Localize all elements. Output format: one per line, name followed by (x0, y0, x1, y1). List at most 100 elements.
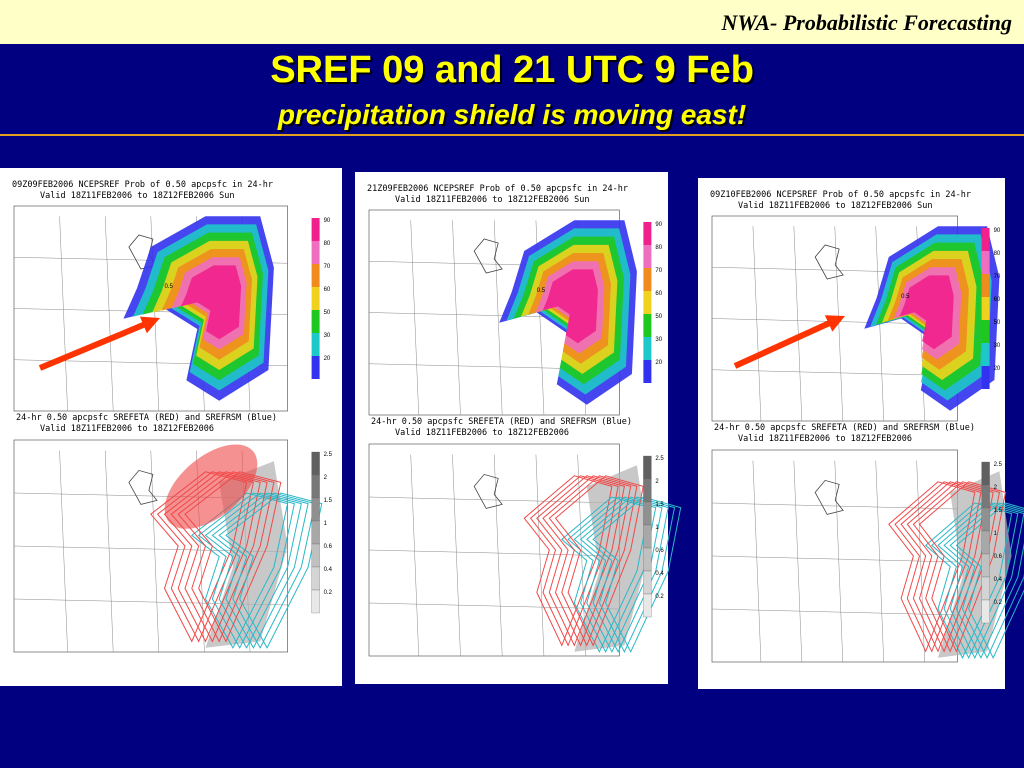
eta-contour (906, 481, 994, 653)
state-line (104, 450, 114, 653)
scale-label: 0.6 (655, 548, 664, 554)
eta-contour (900, 481, 988, 653)
state-line (59, 216, 68, 412)
header-bar (0, 0, 1024, 44)
lakes (473, 238, 503, 274)
scale-label: 20 (655, 360, 662, 366)
panel: 09Z10FEB2006 NCEPSREF Prob of 0.50 apcps… (698, 178, 1024, 689)
scale-swatch (311, 451, 320, 476)
scale-swatch (643, 570, 652, 595)
eta-contour (554, 475, 644, 647)
scale-label: 1 (324, 521, 328, 527)
panels: 09Z09FEB2006 NCEPSREF Prob of 0.50 apcps… (0, 168, 1024, 689)
scale-swatch (311, 474, 320, 499)
scale-label: 2 (324, 475, 328, 481)
map-title: 09Z09FEB2006 NCEPSREF Prob of 0.50 apcps… (12, 180, 273, 190)
scale-label: 0.2 (324, 590, 333, 596)
rsm-contour (211, 492, 309, 649)
map-title: 24-hr 0.50 apcpsfc SREFETA (RED) and SRE… (714, 423, 975, 433)
state-line (410, 220, 419, 416)
state-line (711, 555, 958, 563)
scale-label: 1.5 (994, 508, 1003, 514)
scale-label: 0.6 (324, 544, 333, 550)
rsm-contour (937, 502, 1024, 659)
scale-label: 50 (324, 310, 331, 316)
rsm-contour (955, 502, 1024, 659)
state-line (59, 450, 68, 653)
spread-area (938, 471, 1012, 658)
map-title: 09Z10FEB2006 NCEPSREF Prob of 0.50 apcps… (710, 190, 971, 200)
scale-swatch (643, 478, 652, 503)
lakes (473, 473, 503, 509)
scale-label: 2 (655, 479, 659, 485)
scale-label: 90 (655, 222, 662, 228)
eta-mean (164, 444, 258, 529)
state-line (834, 460, 844, 663)
scale-label: 2 (994, 485, 998, 491)
state-line (410, 454, 419, 657)
scale-swatch (981, 599, 990, 624)
scale-swatch (643, 360, 652, 383)
map-valid: Valid 18Z11FEB2006 to 18Z12FEB2006 Sun (395, 195, 589, 205)
rsm-contour (197, 492, 295, 649)
state-line (752, 460, 762, 663)
arrow-shaft (38, 321, 147, 371)
map-title: 24-hr 0.50 apcpsfc SREFETA (RED) and SRE… (16, 413, 277, 423)
scale-label: 1 (994, 531, 998, 537)
scale-swatch (643, 455, 652, 480)
scale-label: 60 (324, 287, 331, 293)
scale-label: 70 (655, 268, 662, 274)
arrow-head (824, 315, 845, 332)
scale-swatch (981, 461, 990, 486)
scale-swatch (981, 507, 990, 532)
scale-swatch (981, 343, 990, 366)
scale-swatch (981, 251, 990, 274)
eta-contour (894, 481, 982, 653)
scale-label: 80 (994, 251, 1001, 257)
state-line (711, 502, 958, 510)
eta-contour (888, 481, 976, 653)
lakes (128, 469, 158, 505)
rsm-contour (561, 496, 650, 653)
arrow-shaft (733, 319, 832, 369)
scale-label: 50 (994, 320, 1001, 326)
scale-swatch (643, 314, 652, 337)
scale-swatch (311, 566, 320, 591)
scale-label: 0.2 (655, 594, 664, 600)
scale-swatch (311, 287, 320, 310)
scale-label: 2.5 (324, 452, 333, 458)
scale-label: 0.4 (994, 577, 1003, 583)
map-valid: Valid 18Z11FEB2006 to 18Z12FEB2006 Sun (738, 201, 932, 211)
eta-contour (536, 475, 625, 647)
scale-swatch (981, 366, 990, 389)
state-line (452, 220, 461, 416)
scale-swatch (981, 576, 990, 601)
scale-label: 0.6 (994, 554, 1003, 560)
scale-swatch (643, 524, 652, 549)
scale-swatch (981, 530, 990, 555)
arrow (38, 316, 160, 371)
rsm-contour (949, 502, 1024, 659)
scale-label: 70 (994, 274, 1001, 280)
scale-label: 20 (994, 366, 1001, 372)
scale-swatch (311, 543, 320, 568)
state-line (711, 369, 958, 376)
state-line (368, 496, 620, 504)
arrow (733, 315, 845, 369)
scale-swatch (311, 264, 320, 287)
scale-swatch (643, 337, 652, 360)
prob-area (180, 265, 242, 340)
scale-label: 60 (994, 297, 1001, 303)
scale-swatch (981, 320, 990, 343)
map-valid: Valid 18Z11FEB2006 to 18Z12FEB2006 (738, 434, 912, 444)
state-line (150, 450, 160, 653)
rsm-contour (225, 492, 323, 649)
scale-swatch (643, 593, 652, 618)
scale-label: 80 (324, 241, 331, 247)
scale-label: 90 (994, 228, 1001, 234)
scale-label: 1 (655, 525, 659, 531)
state-line (452, 454, 461, 657)
scale-swatch (643, 501, 652, 526)
